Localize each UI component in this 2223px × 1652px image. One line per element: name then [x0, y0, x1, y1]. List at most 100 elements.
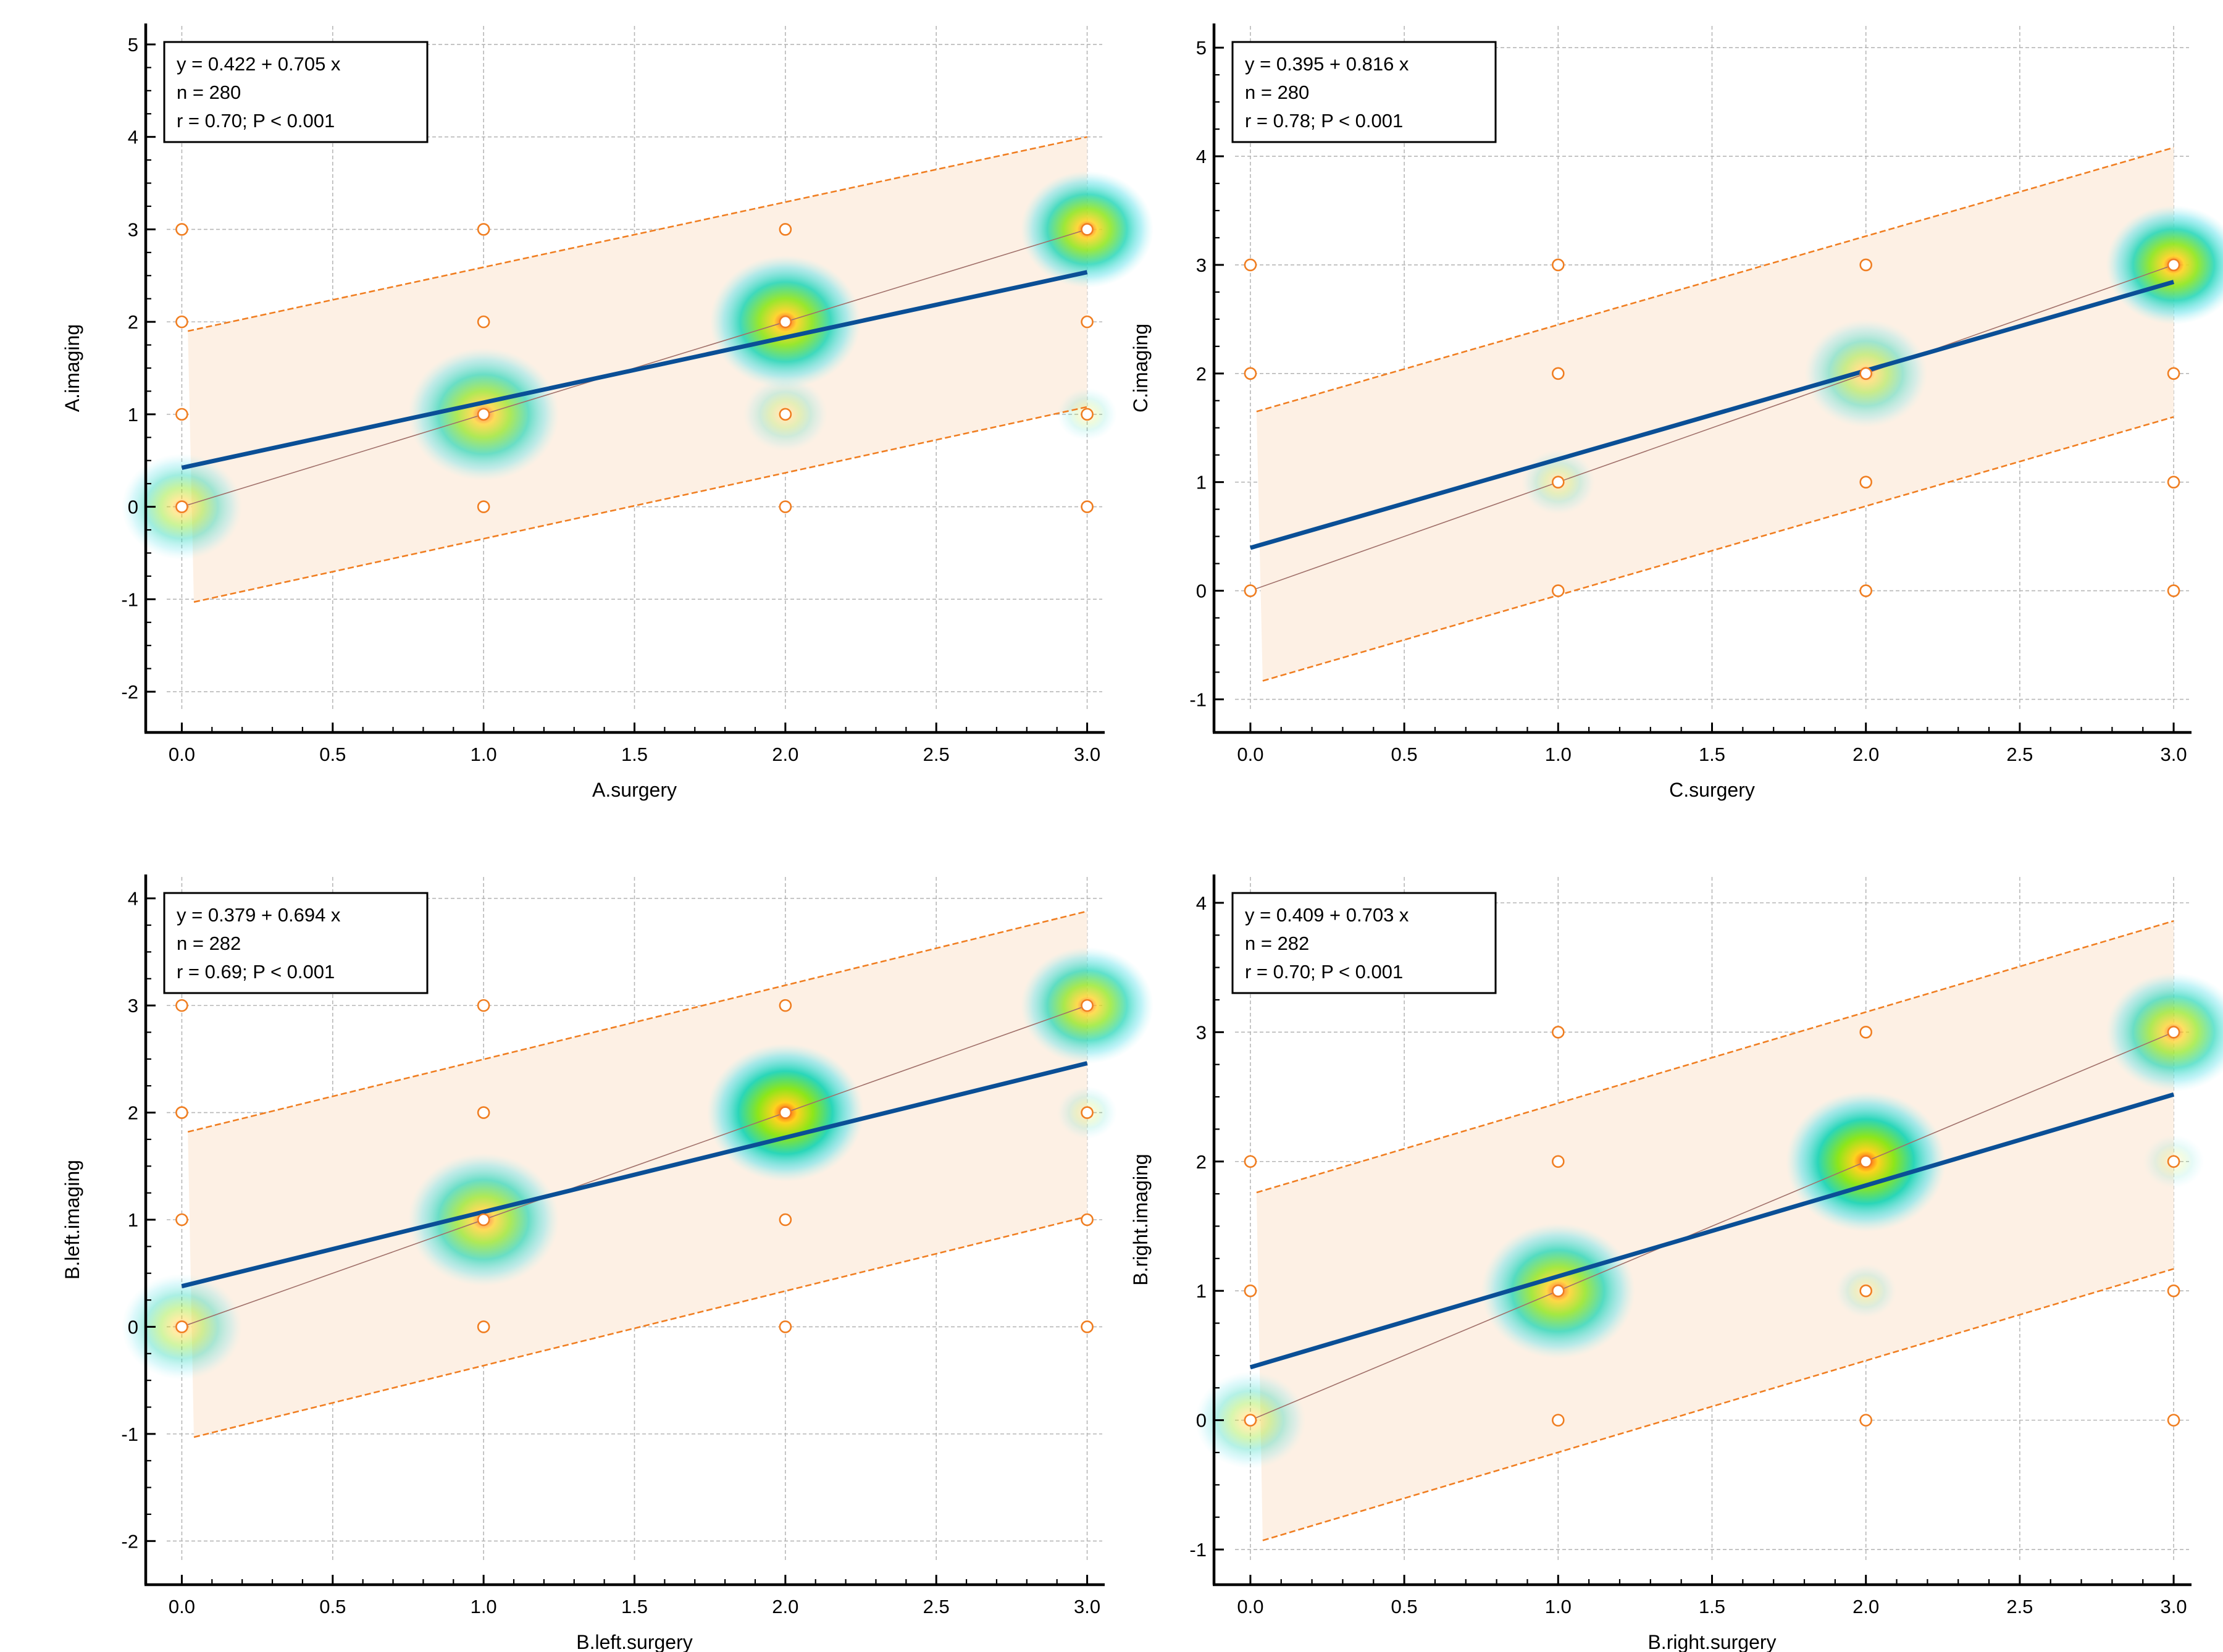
identity-line: [182, 1005, 1087, 1328]
x-tick-label: 2.0: [1853, 744, 1879, 765]
x-tick-label: 0.5: [319, 744, 346, 765]
x-axis-title: B.left.surgery: [576, 1631, 693, 1652]
x-tick-label: 0.0: [1237, 744, 1263, 765]
data-point-marker: [779, 1320, 792, 1333]
stats-box: [1231, 41, 1497, 143]
x-tick-label: 1.0: [471, 1596, 497, 1617]
x-tick-label: 0.5: [319, 1596, 346, 1617]
data-point-marker: [477, 1106, 490, 1119]
data-point-marker: [1552, 1026, 1565, 1039]
x-tick-label: 2.5: [2006, 744, 2033, 765]
data-point-marker: [1552, 1414, 1565, 1427]
x-tick-label: 1.5: [1699, 1596, 1725, 1617]
data-point-marker: [1552, 1155, 1565, 1168]
data-point-marker: [1244, 1284, 1257, 1298]
x-tick-label: 2.5: [923, 1596, 950, 1617]
stats-line: y = 0.379 + 0.694 x: [177, 904, 341, 926]
stats-line: n = 282: [177, 933, 241, 954]
x-tick-label: 2.5: [923, 744, 950, 765]
stats-line: r = 0.69; P < 0.001: [177, 961, 335, 983]
panel-c-surgery-vs-imaging: -1 0 1 2 3 4 5 0.0 0.5 1.0 1.5 2.0 2.5 3.0 C.surgery C.…: [1129, 23, 2223, 801]
data-point-marker: [2167, 1026, 2180, 1039]
y-tick-label: 0: [1196, 1410, 1207, 1432]
data-point-marker: [477, 999, 490, 1012]
y-tick-label: 2: [128, 311, 138, 333]
data-point-marker: [477, 1320, 490, 1333]
data-point-marker: [1552, 1284, 1565, 1298]
stats-line: y = 0.422 + 0.705 x: [177, 53, 341, 75]
data-point-marker: [1859, 1284, 1872, 1298]
upper-prediction-line: [1256, 920, 2174, 1194]
x-tick-label: 3.0: [1074, 1596, 1100, 1617]
x-tick-label: 1.0: [1545, 744, 1572, 765]
data-point-marker: [175, 223, 188, 236]
data-point-marker: [1244, 367, 1257, 380]
data-point-marker: [1552, 584, 1565, 597]
y-tick-label: 2: [1196, 1151, 1207, 1173]
y-tick-label: 5: [1196, 37, 1207, 59]
data-point-marker: [1081, 408, 1094, 421]
data-point-marker: [1859, 1155, 1872, 1168]
identity-line: [1250, 1031, 2174, 1421]
lower-prediction-line: [193, 1215, 1087, 1438]
y-tick-label: 3: [1196, 1021, 1207, 1043]
data-point-marker: [1081, 1320, 1094, 1333]
data-point-marker: [1859, 1414, 1872, 1427]
x-axis-title: B.right.surgery: [1647, 1631, 1776, 1652]
data-point-marker: [1859, 1026, 1872, 1039]
stats-line: r = 0.70; P < 0.001: [1245, 961, 1403, 983]
x-tick-label: 1.0: [1545, 1596, 1572, 1617]
stats-line: n = 280: [1245, 82, 1309, 103]
data-point-marker: [1859, 584, 1872, 597]
y-tick-label: 1: [128, 404, 138, 426]
stats-box: [163, 892, 429, 994]
x-tick-label: 1.5: [621, 1596, 648, 1617]
y-tick-label: 4: [1196, 892, 1207, 914]
data-point-marker: [175, 500, 188, 513]
data-point-marker: [779, 1213, 792, 1226]
x-axis-title: A.surgery: [592, 779, 677, 801]
x-tick-label: 2.0: [772, 744, 798, 765]
x-tick-label: 1.5: [1699, 744, 1725, 765]
y-tick-label: -2: [121, 1530, 138, 1552]
panel-b-right-surgery-vs-imaging: -1 0 1 2 3 4 0.0 0.5 1.0 1.5 2.0 2.5 3.0 B.right.surg…: [1129, 874, 2223, 1652]
data-point-marker: [2167, 584, 2180, 597]
stats-box: [1231, 892, 1497, 994]
y-tick-label: 4: [128, 888, 138, 910]
y-tick-label: 1: [1196, 472, 1207, 493]
data-point-marker: [2167, 1284, 2180, 1298]
data-point-marker: [1859, 258, 1872, 272]
y-axis-title: B.left.imaging: [61, 1160, 83, 1280]
data-point-marker: [2167, 1155, 2180, 1168]
y-tick-label: 2: [128, 1102, 138, 1124]
panel-a-surgery-vs-imaging: -2 -1 0 1 2 3 4 5 0.0 0.5 1.0 1.5 2.0 2.5 3.0 A.surgery…: [61, 23, 1154, 801]
data-point-marker: [175, 1213, 188, 1226]
data-point-marker: [477, 408, 490, 421]
data-point-marker: [1859, 367, 1872, 380]
y-tick-label: 0: [128, 497, 138, 518]
regression-line: [1249, 280, 2175, 550]
data-point-marker: [779, 408, 792, 421]
regression-line: [1249, 1092, 2175, 1370]
y-tick-label: 4: [128, 127, 138, 148]
y-tick-label: 1: [128, 1209, 138, 1231]
data-point-marker: [175, 1320, 188, 1333]
x-tick-label: 0.5: [1391, 1596, 1418, 1617]
y-tick-label: 3: [128, 219, 138, 240]
stats-line: n = 282: [1245, 933, 1309, 954]
y-tick-label: 3: [1196, 254, 1207, 276]
x-tick-label: 0.0: [169, 1596, 195, 1617]
y-tick-label: 0: [1196, 581, 1207, 602]
data-point-marker: [1859, 476, 1872, 488]
data-point-marker: [1081, 315, 1094, 329]
x-tick-label: 2.0: [772, 1596, 798, 1617]
panel-b-left-surgery-vs-imaging: -2 -1 0 1 2 3 4 0.0 0.5 1.0 1.5 2.0 2.5 3.0 B.left.sur…: [61, 874, 1154, 1652]
lower-prediction-line: [1262, 1268, 2174, 1541]
x-tick-label: 1.0: [471, 744, 497, 765]
data-point-marker: [1081, 223, 1094, 236]
data-point-marker: [779, 315, 792, 329]
y-tick-label: -1: [1189, 1539, 1207, 1561]
stats-line: r = 0.70; P < 0.001: [177, 110, 335, 132]
stats-line: r = 0.78; P < 0.001: [1245, 110, 1403, 132]
data-point-marker: [1081, 999, 1094, 1012]
